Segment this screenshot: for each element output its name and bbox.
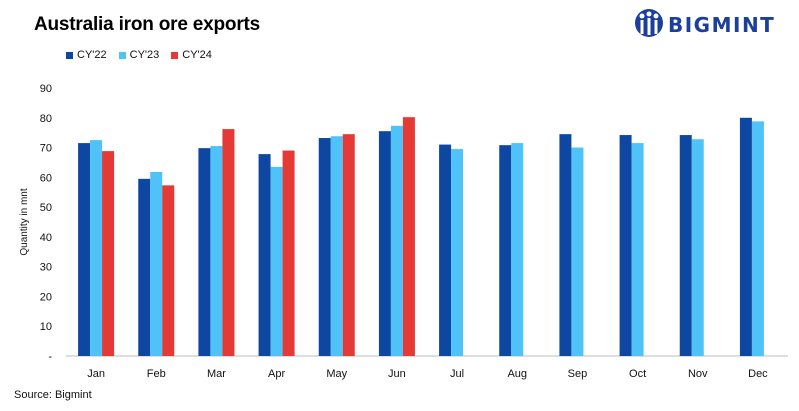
bar-feb-3 xyxy=(162,185,175,356)
bar-apr-2 xyxy=(270,166,283,356)
x-tick-label: Dec xyxy=(748,368,768,380)
brand-name: BIGMINT xyxy=(668,13,776,37)
y-tick-label: - xyxy=(48,351,52,363)
legend-swatch xyxy=(171,51,179,59)
bar-dec-2 xyxy=(751,121,764,357)
legend-swatch xyxy=(66,51,73,59)
bar-oct-1 xyxy=(619,135,632,356)
x-tick-label: Sep xyxy=(568,368,588,380)
x-tick-label: Oct xyxy=(629,368,646,380)
bigmint-logo: BIGMINT xyxy=(634,6,784,40)
bar-may-2 xyxy=(330,136,343,356)
y-tick-label: 80 xyxy=(40,113,52,125)
bar-apr-3 xyxy=(282,150,295,356)
bar-jul-1 xyxy=(439,144,452,356)
bar-dec-1 xyxy=(739,117,752,357)
bar-mar-2 xyxy=(210,146,223,356)
legend-item: CY'24 xyxy=(171,49,212,61)
legend-swatch xyxy=(118,51,126,59)
y-tick-label: 20 xyxy=(40,291,52,303)
bar-nov-2 xyxy=(691,139,704,356)
bar-feb-2 xyxy=(150,171,163,356)
y-tick-label: 30 xyxy=(40,262,52,274)
x-tick-label: Mar xyxy=(207,368,226,380)
bar-may-3 xyxy=(342,134,355,356)
y-tick-label: 40 xyxy=(40,232,52,244)
x-tick-label: Feb xyxy=(147,368,166,380)
chart-legend: CY'22 CY'23 CY'24 xyxy=(66,49,212,61)
bar-jan-1 xyxy=(78,143,91,356)
legend-item: CY'23 xyxy=(118,49,160,61)
y-axis-title: Quantity in mnt xyxy=(19,188,30,255)
bar-feb-1 xyxy=(138,178,151,356)
bar-jan-2 xyxy=(90,140,103,356)
bigmint-logo-icon xyxy=(635,9,663,37)
bar-jun-2 xyxy=(390,125,403,356)
x-tick-label: Jun xyxy=(388,368,406,380)
bar-may-1 xyxy=(318,138,331,356)
legend-label: CY'22 xyxy=(77,49,107,61)
chart-title: Australia iron ore exports xyxy=(34,14,261,35)
bar-mar-3 xyxy=(222,129,235,356)
bar-apr-1 xyxy=(258,154,271,356)
x-tick-label: Apr xyxy=(268,368,285,380)
bar-jan-3 xyxy=(102,151,115,356)
bar-jul-2 xyxy=(451,149,464,356)
x-tick-label: Jul xyxy=(450,368,464,380)
source-note: Source: Bigmint xyxy=(14,389,92,401)
legend-item: CY'22 xyxy=(66,49,107,61)
bar-nov-1 xyxy=(679,135,692,356)
y-tick-label: 60 xyxy=(40,172,52,184)
bar-jun-1 xyxy=(378,131,391,356)
bar-oct-2 xyxy=(631,143,644,356)
x-tick-label: Jan xyxy=(87,368,105,380)
legend-label: CY'23 xyxy=(129,49,160,61)
x-tick-label: May xyxy=(326,368,347,380)
bar-sep-1 xyxy=(559,134,572,356)
y-tick-label: 50 xyxy=(40,202,52,214)
x-tick-label: Nov xyxy=(688,368,708,380)
bar-mar-1 xyxy=(198,148,211,356)
bar-sep-2 xyxy=(571,147,584,356)
bar-aug-1 xyxy=(499,145,512,356)
x-tick-label: Aug xyxy=(507,368,527,380)
bar-jun-3 xyxy=(402,117,415,356)
y-tick-label: 10 xyxy=(40,321,52,333)
bar-aug-2 xyxy=(511,143,524,356)
legend-label: CY'24 xyxy=(182,49,212,61)
y-tick-label: 70 xyxy=(40,143,52,155)
y-tick-label: 90 xyxy=(40,83,52,95)
